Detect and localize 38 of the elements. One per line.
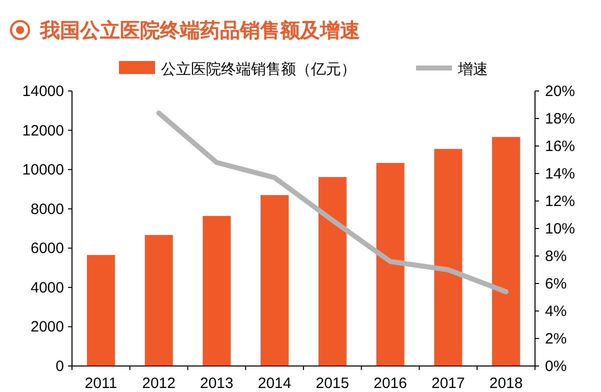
y-tick-label: 6000 — [30, 240, 64, 258]
y2-tick-label: 10% — [545, 220, 576, 238]
bar — [318, 177, 346, 366]
y2-tick-label: 4% — [545, 303, 567, 320]
y-tick-label: 0 — [56, 358, 64, 375]
legend-label: 公立医院终端销售额（亿元） — [161, 61, 356, 78]
x-tick-label: 2016 — [374, 375, 407, 392]
y2-tick-label: 14% — [545, 166, 576, 182]
x-tick-label: 2014 — [258, 375, 292, 392]
y-tick-label: 14000 — [22, 83, 64, 100]
legend-label: 增速 — [457, 61, 488, 78]
x-tick-label: 2015 — [316, 375, 350, 392]
bar — [86, 255, 115, 366]
y-tick-label: 4000 — [30, 279, 64, 296]
chart-title: 我国公立医院终端药品销售额及增速 — [39, 19, 360, 42]
x-tick-label: 2012 — [142, 375, 176, 392]
y-tick-label: 10000 — [22, 162, 64, 179]
y2-tick-label: 16% — [545, 138, 576, 155]
bar — [260, 195, 289, 366]
bar — [492, 136, 520, 366]
y2-tick-label: 2% — [545, 330, 567, 348]
bar — [144, 234, 173, 366]
y2-tick-label: 12% — [545, 193, 576, 210]
x-tick-label: 2011 — [84, 375, 118, 392]
x-tick-label: 2017 — [432, 375, 465, 392]
bar — [376, 162, 404, 366]
y2-tick-label: 8% — [545, 248, 567, 265]
y2-tick-label: 6% — [545, 276, 567, 292]
y2-tick-label: 20% — [545, 83, 576, 100]
y2-tick-label: 18% — [545, 110, 576, 128]
y-tick-label: 12000 — [22, 122, 64, 140]
y-tick-label: 2000 — [30, 318, 64, 336]
x-tick-label: 2013 — [200, 375, 234, 392]
x-tick-label: 2018 — [489, 375, 523, 392]
bar — [434, 148, 462, 366]
y2-tick-label: 0% — [545, 358, 567, 375]
bar — [202, 216, 231, 366]
y-tick-label: 8000 — [30, 200, 64, 218]
